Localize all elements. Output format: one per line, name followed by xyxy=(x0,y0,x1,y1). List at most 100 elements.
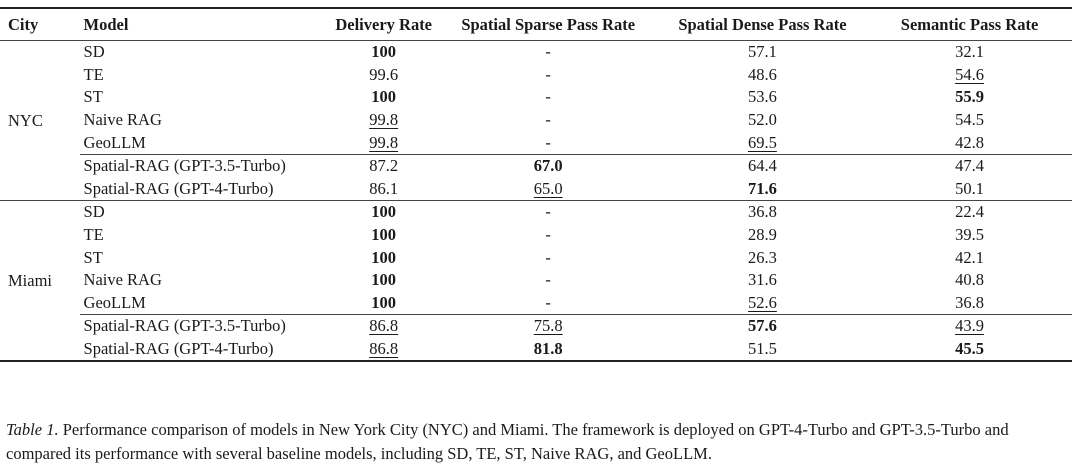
delivery-rate-cell: 100 xyxy=(329,86,439,109)
model-cell: Spatial-RAG (GPT-4-Turbo) xyxy=(79,337,329,363)
cell-value: 42.1 xyxy=(955,247,984,267)
spatial-sparse-cell: 67.0 xyxy=(438,153,658,178)
performance-table: City Model Delivery Rate Spatial Sparse … xyxy=(0,7,1072,363)
header-semantic: Semantic Pass Rate xyxy=(900,14,1039,34)
spatial-dense-cell: 28.9 xyxy=(658,224,867,247)
cell-value: 65.0 xyxy=(533,178,563,198)
semantic-cell: 50.1 xyxy=(867,177,1072,202)
city-cell: NYC xyxy=(0,40,80,202)
spatial-sparse-cell: - xyxy=(439,292,658,315)
spatial-sparse-cell: - xyxy=(439,64,658,87)
spatial-dense-cell: 51.5 xyxy=(657,337,868,363)
cell-value: - xyxy=(545,270,551,290)
cell-value: 99.8 xyxy=(369,132,399,152)
semantic-cell: 32.1 xyxy=(867,41,1072,64)
spatial-dense-cell: 52.6 xyxy=(658,292,867,315)
semantic-cell: 54.6 xyxy=(867,64,1072,87)
table-row: Miami SD 100 - 36.8 22.4 xyxy=(0,200,1072,363)
cell-value: 99.8 xyxy=(369,110,399,130)
delivery-rate-cell: 86.1 xyxy=(328,177,439,202)
city-cell: Miami xyxy=(0,200,80,363)
table-row: GeoLLM 99.8 - 69.5 42.8 xyxy=(0,131,1072,154)
table-caption: Table 1. Performance comparison of model… xyxy=(6,418,1076,466)
cell-value: 32.1 xyxy=(955,42,984,62)
model-cell: SD xyxy=(83,202,105,222)
delivery-rate-cell: 99.8 xyxy=(329,131,439,154)
semantic-cell: 45.5 xyxy=(867,337,1072,363)
semantic-cell: 22.4 xyxy=(867,201,1072,224)
cell-value: 54.6 xyxy=(955,64,984,84)
cell-value: 47.4 xyxy=(955,156,984,176)
delivery-rate-cell: 86.8 xyxy=(328,314,439,338)
spatial-dense-cell: 52.0 xyxy=(658,109,867,132)
model-cell: Spatial-RAG (GPT-3.5-Turbo) xyxy=(79,314,329,338)
cell-value: - xyxy=(545,110,551,130)
cell-value: - xyxy=(545,42,551,62)
cell-value: 67.0 xyxy=(533,156,563,176)
delivery-rate-cell: 100 xyxy=(329,41,439,64)
spatial-dense-cell: 26.3 xyxy=(658,246,867,269)
semantic-cell: 43.9 xyxy=(867,314,1072,338)
delivery-rate-cell: 100 xyxy=(329,269,439,292)
city-group: Miami SD 100 - 36.8 22.4 TE 100 - 28.9 39.5 ST 100 - 2… xyxy=(0,200,1072,363)
model-cell: Spatial-RAG (GPT-4-Turbo) xyxy=(79,177,329,202)
header-spatial-sparse: Spatial Sparse Pass Rate xyxy=(461,14,636,34)
cell-value: 45.5 xyxy=(955,339,984,359)
delivery-rate-cell: 100 xyxy=(329,201,439,224)
cell-value: 22.4 xyxy=(955,202,984,222)
cell-value: 100 xyxy=(371,225,397,245)
cell-value: 87.2 xyxy=(369,156,399,176)
model-cell: TE xyxy=(83,225,104,245)
semantic-cell: 47.4 xyxy=(867,153,1072,178)
spatial-dense-cell: 53.6 xyxy=(658,86,867,109)
cell-value: - xyxy=(545,87,551,107)
header-model: Model xyxy=(83,14,129,34)
spatial-sparse-cell: - xyxy=(439,269,658,292)
spatial-dense-cell: 57.1 xyxy=(658,41,867,64)
cell-value: - xyxy=(545,225,551,245)
table-row: Naive RAG 100 - 31.6 40.8 xyxy=(0,269,1072,292)
header-city: City xyxy=(8,14,39,34)
cell-value: 71.6 xyxy=(747,178,777,198)
delivery-rate-cell: 86.8 xyxy=(328,337,439,363)
spatial-sparse-cell: - xyxy=(439,131,658,154)
table-row: TE 100 - 28.9 39.5 xyxy=(0,224,1072,247)
cell-value: 50.1 xyxy=(955,178,984,198)
spatial-sparse-cell: - xyxy=(439,41,658,64)
spatial-dense-cell: 36.8 xyxy=(658,201,867,224)
cell-value: 42.8 xyxy=(955,132,984,152)
caption-text: Performance comparison of models in New … xyxy=(6,420,1009,463)
spatial-sparse-cell: 65.0 xyxy=(438,177,658,202)
cell-value: 64.4 xyxy=(747,156,777,176)
semantic-cell: 54.5 xyxy=(867,109,1072,132)
semantic-cell: 55.9 xyxy=(867,86,1072,109)
cell-value: 100 xyxy=(371,270,397,290)
cell-value: 54.5 xyxy=(955,110,984,130)
table-row: ST 100 - 53.6 55.9 xyxy=(0,86,1072,109)
cell-value: - xyxy=(545,132,551,152)
cell-value: 48.6 xyxy=(747,64,777,84)
cell-value: 86.1 xyxy=(369,178,399,198)
cell-value: 86.8 xyxy=(369,339,399,359)
cell-value: 40.8 xyxy=(955,270,984,290)
spatial-sparse-cell: - xyxy=(439,86,658,109)
semantic-cell: 42.1 xyxy=(867,246,1072,269)
cell-value: 52.6 xyxy=(747,292,777,312)
header-delivery-rate: Delivery Rate xyxy=(335,14,433,34)
spatial-sparse-cell: - xyxy=(439,246,658,269)
model-cell: ST xyxy=(83,87,103,107)
semantic-cell: 40.8 xyxy=(867,269,1072,292)
delivery-rate-cell: 100 xyxy=(329,246,439,269)
delivery-rate-cell: 100 xyxy=(329,224,439,247)
cell-value: 53.6 xyxy=(747,87,777,107)
spatial-dense-cell: 48.6 xyxy=(658,64,867,87)
delivery-rate-cell: 99.6 xyxy=(329,64,439,87)
model-cell: ST xyxy=(83,247,103,267)
model-cell: Spatial-RAG (GPT-3.5-Turbo) xyxy=(79,153,329,178)
spatial-dense-cell: 57.6 xyxy=(657,314,868,338)
spatial-dense-cell: 71.6 xyxy=(657,177,868,202)
spatial-sparse-cell: - xyxy=(439,109,658,132)
model-cell: Naive RAG xyxy=(83,110,162,130)
table-row: TE 99.6 - 48.6 54.6 xyxy=(0,64,1072,87)
cell-value: 28.9 xyxy=(747,225,777,245)
